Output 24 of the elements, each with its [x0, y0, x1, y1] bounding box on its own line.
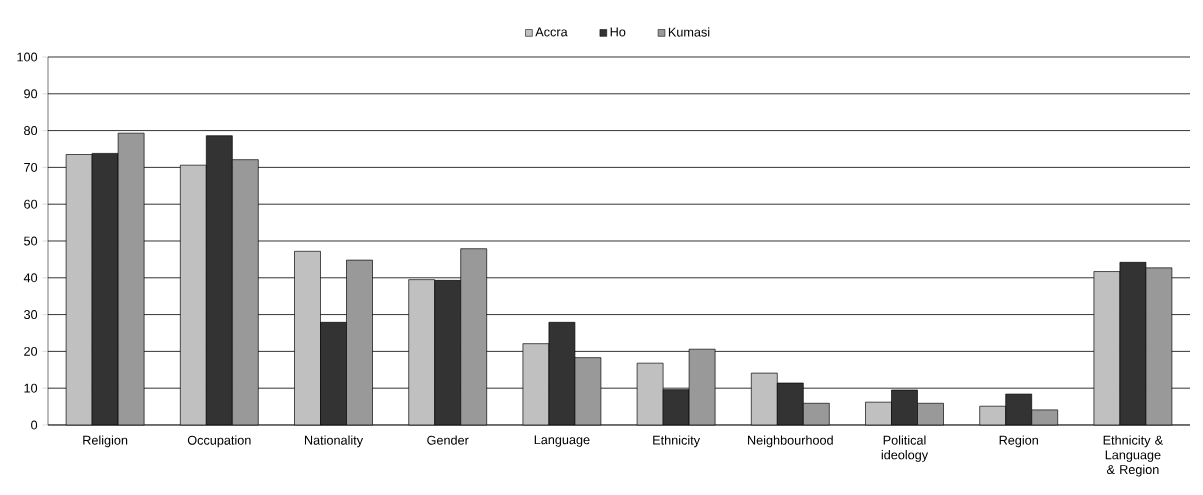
x-tick-label: Language	[534, 435, 590, 447]
x-tick-label: Ethnicity	[653, 435, 701, 448]
y-tick-label: 50	[24, 236, 38, 246]
y-tick-label: 20	[24, 346, 38, 356]
legend-label: Kumasi	[668, 27, 710, 37]
y-tick-label: 70	[24, 162, 38, 172]
x-tick-label: Occupation	[187, 435, 251, 448]
legend-label: Ho	[610, 27, 626, 37]
y-tick-label: 80	[24, 126, 38, 136]
x-tick-label: Religion	[83, 435, 128, 448]
x-tick-label: Ethnicity & Language & Region	[1103, 435, 1163, 477]
x-tick-label: Nationality	[304, 435, 364, 448]
x-tick-label: Gender	[427, 435, 469, 445]
y-tick-label: 0	[31, 420, 38, 430]
y-tick-label: 30	[24, 310, 38, 320]
y-tick-label: 60	[24, 199, 38, 209]
y-tick-label: 10	[24, 383, 38, 393]
x-tick-label: Region	[999, 435, 1038, 448]
legend-label: Accra	[535, 27, 568, 37]
y-tick-label: 90	[24, 89, 38, 99]
x-tick-label: Political ideology	[881, 435, 929, 462]
y-tick-label: 100	[17, 52, 38, 62]
x-tick-label: Neighbourhood	[748, 435, 833, 448]
y-tick-label: 40	[23, 273, 38, 283]
